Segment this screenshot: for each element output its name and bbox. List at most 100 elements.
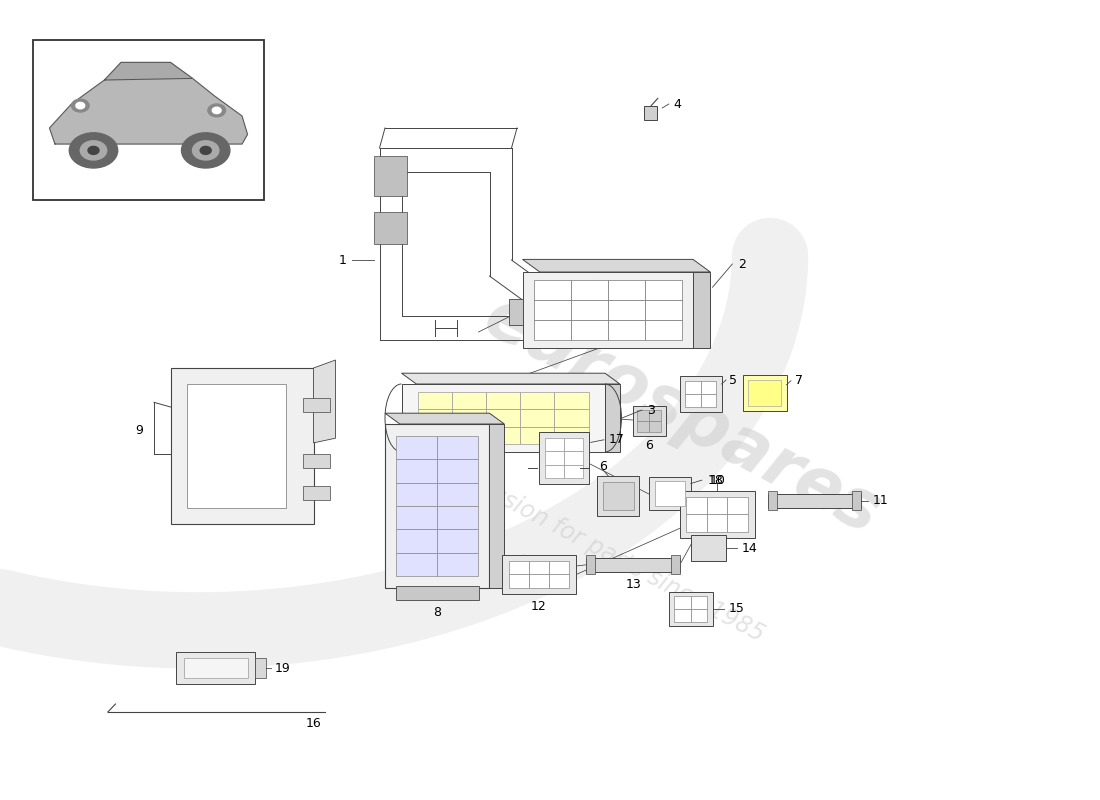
Polygon shape — [597, 476, 639, 516]
Circle shape — [212, 107, 221, 114]
Circle shape — [69, 133, 118, 168]
Polygon shape — [645, 320, 682, 340]
Polygon shape — [534, 280, 571, 300]
Circle shape — [72, 99, 89, 112]
Text: 16: 16 — [306, 717, 321, 730]
Polygon shape — [396, 459, 437, 482]
Polygon shape — [691, 535, 726, 561]
Polygon shape — [33, 40, 264, 200]
Text: a passion for parts since 1985: a passion for parts since 1985 — [442, 458, 768, 646]
Polygon shape — [607, 280, 645, 300]
Polygon shape — [50, 74, 248, 144]
Circle shape — [76, 102, 85, 109]
Polygon shape — [649, 410, 661, 421]
Polygon shape — [637, 421, 649, 432]
Polygon shape — [314, 360, 336, 443]
Text: 3: 3 — [647, 403, 656, 417]
Polygon shape — [742, 375, 786, 411]
Polygon shape — [385, 413, 504, 424]
Polygon shape — [396, 553, 437, 576]
Polygon shape — [452, 426, 486, 444]
Polygon shape — [396, 530, 437, 553]
Polygon shape — [302, 486, 330, 500]
Polygon shape — [649, 421, 661, 432]
Polygon shape — [486, 410, 520, 426]
Polygon shape — [520, 392, 554, 410]
Text: 12: 12 — [531, 600, 547, 613]
Polygon shape — [686, 497, 707, 514]
Polygon shape — [607, 320, 645, 340]
Polygon shape — [768, 494, 861, 508]
Polygon shape — [520, 410, 554, 426]
Polygon shape — [396, 506, 437, 530]
Polygon shape — [571, 300, 607, 320]
Polygon shape — [418, 426, 452, 444]
Text: 17: 17 — [608, 434, 624, 446]
Polygon shape — [632, 406, 666, 436]
Polygon shape — [645, 280, 682, 300]
Polygon shape — [563, 451, 583, 465]
Polygon shape — [374, 212, 407, 244]
Polygon shape — [549, 574, 569, 588]
Text: 19: 19 — [275, 662, 290, 674]
Polygon shape — [571, 320, 607, 340]
Polygon shape — [437, 436, 478, 459]
Polygon shape — [707, 514, 727, 532]
Polygon shape — [418, 392, 452, 410]
Polygon shape — [693, 272, 711, 348]
Polygon shape — [686, 514, 707, 532]
Polygon shape — [685, 381, 701, 394]
Polygon shape — [671, 555, 680, 574]
Polygon shape — [452, 392, 486, 410]
Polygon shape — [402, 373, 620, 384]
Polygon shape — [396, 482, 437, 506]
Polygon shape — [522, 259, 711, 272]
Circle shape — [200, 146, 211, 154]
Text: 18: 18 — [707, 474, 723, 486]
Text: 13: 13 — [625, 578, 641, 591]
Polygon shape — [691, 596, 707, 609]
Polygon shape — [586, 558, 680, 572]
Polygon shape — [701, 394, 716, 407]
Polygon shape — [554, 426, 588, 444]
Polygon shape — [402, 384, 605, 452]
Polygon shape — [486, 392, 520, 410]
Polygon shape — [852, 491, 861, 510]
Text: 1: 1 — [339, 254, 346, 266]
Polygon shape — [509, 561, 529, 574]
Polygon shape — [554, 392, 588, 410]
Polygon shape — [302, 454, 330, 468]
Polygon shape — [691, 609, 707, 622]
Polygon shape — [255, 658, 266, 678]
Polygon shape — [522, 272, 693, 348]
Text: 14: 14 — [741, 542, 757, 554]
Polygon shape — [396, 436, 437, 459]
Polygon shape — [184, 658, 248, 678]
Polygon shape — [701, 381, 716, 394]
Polygon shape — [534, 300, 571, 320]
Polygon shape — [563, 465, 583, 478]
Text: 15: 15 — [728, 602, 744, 615]
Circle shape — [182, 133, 230, 168]
Polygon shape — [544, 438, 563, 451]
Circle shape — [192, 141, 219, 160]
Polygon shape — [674, 609, 691, 622]
Circle shape — [80, 141, 107, 160]
Polygon shape — [571, 280, 607, 300]
Polygon shape — [539, 432, 588, 484]
Polygon shape — [486, 426, 520, 444]
Polygon shape — [605, 384, 620, 452]
Polygon shape — [509, 574, 529, 588]
Polygon shape — [727, 497, 748, 514]
Text: 8: 8 — [433, 606, 441, 618]
Polygon shape — [586, 555, 595, 574]
Polygon shape — [529, 561, 549, 574]
Polygon shape — [644, 106, 657, 120]
Polygon shape — [669, 592, 713, 626]
Polygon shape — [727, 514, 748, 532]
Text: 5: 5 — [729, 374, 737, 386]
Polygon shape — [502, 555, 576, 594]
Text: 2: 2 — [738, 258, 746, 270]
Polygon shape — [768, 491, 777, 510]
Polygon shape — [385, 424, 490, 588]
